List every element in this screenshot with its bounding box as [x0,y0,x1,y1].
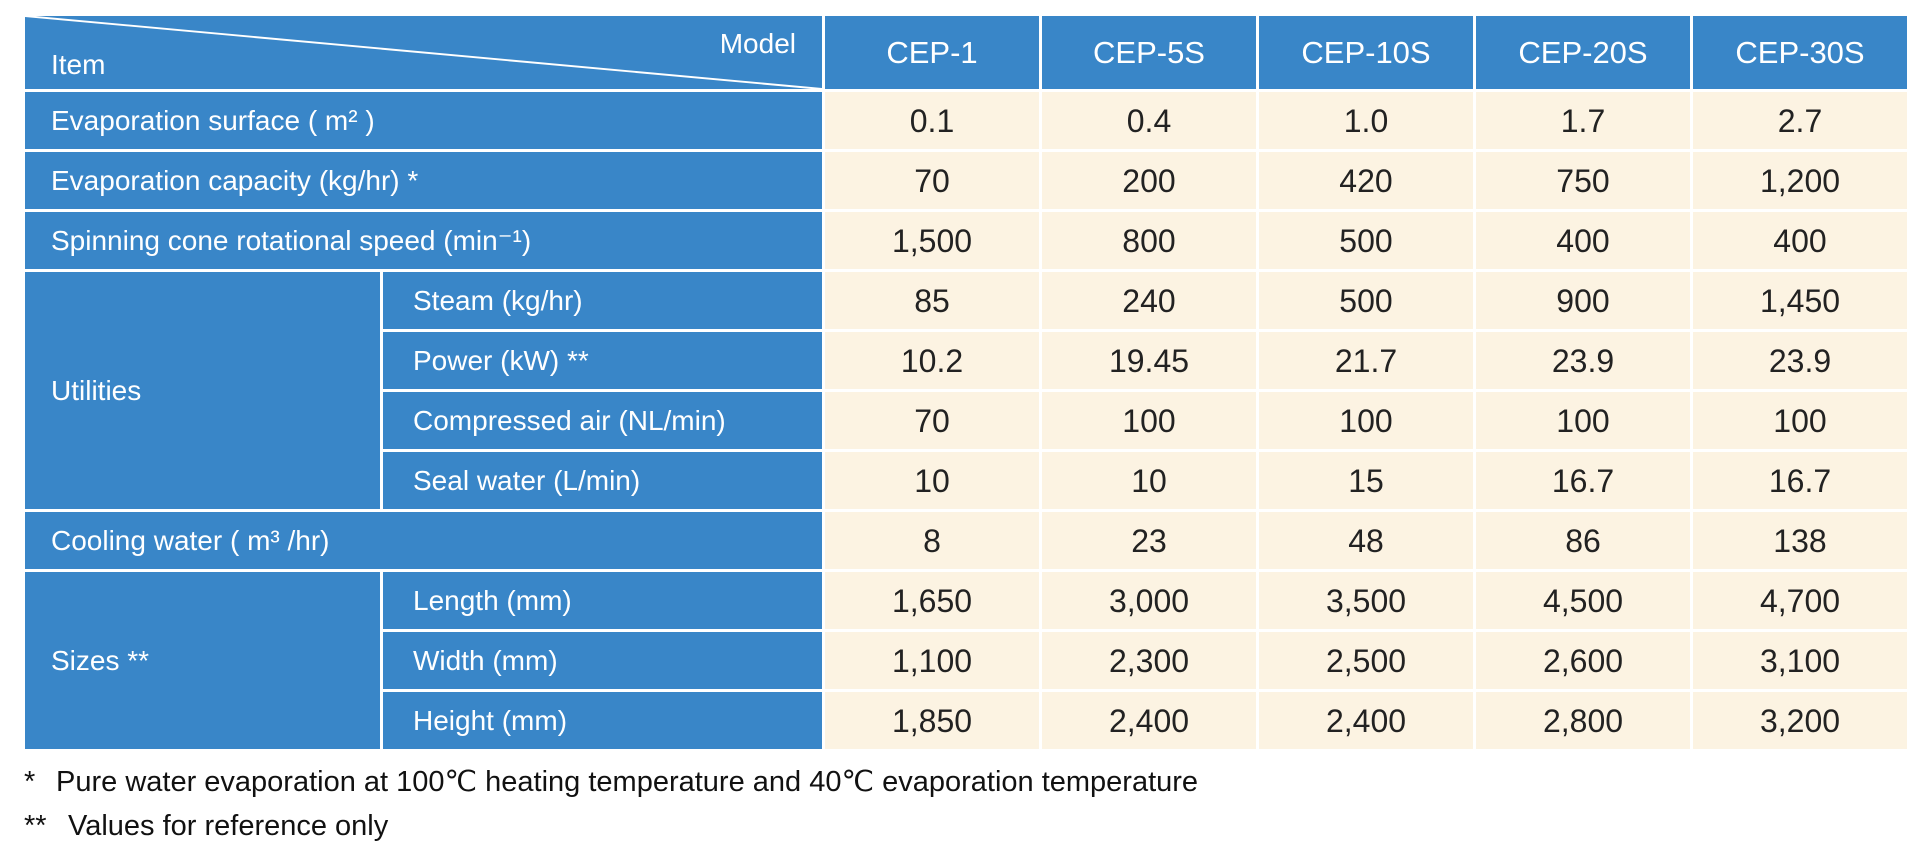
value-cell: 2,500 [1256,629,1476,692]
value-cell: 85 [822,269,1042,332]
value-cell: 900 [1473,269,1693,332]
value-cell: 1,650 [822,569,1042,632]
spec-table: Model Item CEP-1 CEP-5S CEP-10S CEP-20S … [22,13,1910,752]
group-label-utilities: Utilities [22,269,383,512]
value-cell: 8 [822,509,1042,572]
value-cell: 1,850 [822,689,1042,752]
value-cell: 3,100 [1690,629,1910,692]
value-cell: 500 [1256,209,1476,272]
value-cell: 21.7 [1256,329,1476,392]
value-cell: 1,450 [1690,269,1910,332]
row-compressed-air: Compressed air (NL/min) 70 100 100 100 1… [24,389,1910,452]
model-header-cep-30s: CEP-30S [1690,13,1910,92]
footnote-1-mark: * [24,766,36,798]
value-cell: 3,500 [1256,569,1476,632]
row-width: Width (mm) 1,100 2,300 2,500 2,600 3,100 [24,629,1910,692]
value-cell: 23 [1039,509,1259,572]
row-steam: Utilities Steam (kg/hr) 85 240 500 900 1… [22,269,1910,512]
value-cell: 1,200 [1690,149,1910,212]
value-cell: 100 [1690,389,1910,452]
row-cooling-water: Cooling water ( m³ /hr) 8 23 48 86 138 [22,509,1910,572]
footnote-2-mark: ** [24,810,47,842]
row-label-power: Power (kW) ** [380,329,825,392]
row-evaporation-capacity: Evaporation capacity (kg/hr) * 70 200 42… [22,149,1910,212]
value-cell: 0.1 [822,89,1042,152]
value-cell: 4,700 [1690,569,1910,632]
row-label-width: Width (mm) [380,629,825,692]
model-header-cep-5s: CEP-5S [1039,13,1259,92]
value-cell: 1,100 [822,629,1042,692]
header-row: Model Item CEP-1 CEP-5S CEP-10S CEP-20S … [22,13,1910,92]
value-cell: 2,600 [1473,629,1693,692]
value-cell: 400 [1473,209,1693,272]
row-label-length: Length (mm) [380,569,825,632]
value-cell: 1.0 [1256,89,1476,152]
row-label-steam: Steam (kg/hr) [380,269,825,332]
footnote-2-text: Values for reference only [68,810,389,842]
value-cell: 2,400 [1256,689,1476,752]
value-cell: 200 [1039,149,1259,212]
value-cell: 400 [1690,209,1910,272]
row-label-spinning-cone-speed: Spinning cone rotational speed (min⁻¹) [22,209,825,272]
value-cell: 2.7 [1690,89,1910,152]
model-header-cep-10s: CEP-10S [1256,13,1476,92]
value-cell: 750 [1473,149,1693,212]
row-power: Power (kW) ** 10.2 19.45 21.7 23.9 23.9 [24,329,1910,392]
row-label-compressed-air: Compressed air (NL/min) [380,389,825,452]
footnote-1-text: Pure water evaporation at 100℃ heating t… [56,766,1199,798]
value-cell: 48 [1256,509,1476,572]
value-cell: 2,800 [1473,689,1693,752]
row-length: Sizes ** Length (mm) 1,650 3,000 3,500 4… [22,569,1910,752]
value-cell: 500 [1256,269,1476,332]
footnotes: * Pure water evaporation at 100℃ heating … [24,760,1198,848]
corner-header-cell: Model Item [22,13,825,92]
value-cell: 19.45 [1039,329,1259,392]
value-cell: 3,000 [1039,569,1259,632]
value-cell: 23.9 [1473,329,1693,392]
value-cell: 1,500 [822,209,1042,272]
model-header-label: Model [719,28,796,59]
corner-diagonal-line [25,16,822,89]
row-label-height: Height (mm) [380,689,825,752]
value-cell: 86 [1473,509,1693,572]
value-cell: 100 [1039,389,1259,452]
item-header-label: Item [51,49,106,80]
footnote-2: ** Values for reference only [24,804,1198,848]
row-label-seal-water: Seal water (L/min) [380,449,825,512]
row-seal-water: Seal water (L/min) 10 10 15 16.7 16.7 [24,449,1910,512]
value-cell: 70 [822,389,1042,452]
value-cell: 70 [822,149,1042,212]
value-cell: 10 [822,449,1042,512]
value-cell: 3,200 [1690,689,1910,752]
row-height: Height (mm) 1,850 2,400 2,400 2,800 3,20… [24,689,1910,752]
model-header-cep-20s: CEP-20S [1473,13,1693,92]
value-cell: 240 [1039,269,1259,332]
value-cell: 16.7 [1690,449,1910,512]
row-label-evaporation-capacity: Evaporation capacity (kg/hr) * [22,149,825,212]
row-evaporation-surface: Evaporation surface ( m² ) 0.1 0.4 1.0 1… [22,89,1910,152]
value-cell: 10.2 [822,329,1042,392]
row-spinning-cone-speed: Spinning cone rotational speed (min⁻¹) 1… [22,209,1910,272]
value-cell: 16.7 [1473,449,1693,512]
value-cell: 100 [1473,389,1693,452]
value-cell: 23.9 [1690,329,1910,392]
value-cell: 420 [1256,149,1476,212]
value-cell: 1.7 [1473,89,1693,152]
row-label-evaporation-surface: Evaporation surface ( m² ) [22,89,825,152]
value-cell: 15 [1256,449,1476,512]
value-cell: 2,400 [1039,689,1259,752]
footnote-1: * Pure water evaporation at 100℃ heating … [24,760,1198,804]
model-header-cep-1: CEP-1 [822,13,1042,92]
value-cell: 2,300 [1039,629,1259,692]
row-label-cooling-water: Cooling water ( m³ /hr) [22,509,825,572]
value-cell: 4,500 [1473,569,1693,632]
value-cell: 0.4 [1039,89,1259,152]
value-cell: 138 [1690,509,1910,572]
group-label-sizes: Sizes ** [22,569,383,752]
value-cell: 800 [1039,209,1259,272]
value-cell: 10 [1039,449,1259,512]
value-cell: 100 [1256,389,1476,452]
